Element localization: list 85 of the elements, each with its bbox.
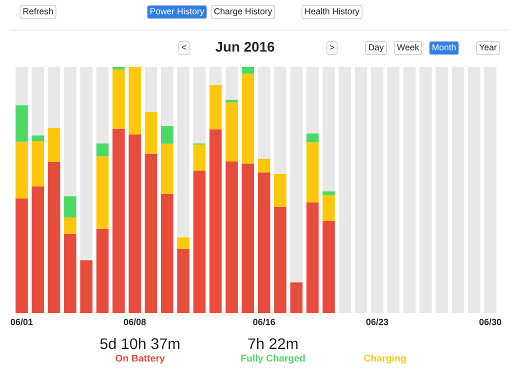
bar (226, 67, 238, 100)
x-tick-label: 06/08 (124, 318, 146, 326)
bar (160, 126, 174, 144)
bar (96, 144, 109, 156)
text: < (182, 45, 186, 50)
bar (16, 105, 28, 142)
bar (160, 67, 174, 126)
bar (16, 198, 28, 313)
bar (258, 158, 270, 173)
bar (64, 67, 76, 196)
bar (144, 112, 158, 154)
text: > (330, 45, 334, 50)
bar (64, 196, 76, 218)
bar (80, 260, 92, 313)
bar (274, 67, 286, 174)
bar (177, 249, 190, 313)
bar (48, 128, 60, 162)
bar (160, 194, 174, 313)
bar (306, 202, 319, 313)
bar (112, 128, 125, 313)
bar (226, 161, 238, 313)
bar (128, 67, 141, 134)
bar (306, 67, 319, 134)
bar (242, 67, 254, 74)
bar (80, 67, 92, 260)
bar (48, 67, 60, 128)
bar (306, 133, 319, 142)
text: On Battery (116, 354, 165, 364)
bar (290, 282, 303, 313)
bar (32, 141, 44, 187)
bar (48, 162, 60, 313)
bar (64, 234, 76, 313)
text: Health History (305, 8, 360, 16)
text: Charging (364, 354, 406, 364)
bar (32, 135, 44, 142)
bar (209, 129, 222, 313)
bar (322, 67, 335, 192)
bar (322, 220, 335, 313)
x-tick-label: 06/16 (253, 318, 276, 326)
text: Refresh (23, 8, 53, 14)
bar (16, 67, 28, 106)
text: 7h 22m (248, 338, 298, 349)
bar (64, 218, 76, 234)
bar (144, 154, 158, 313)
text: 5d 10h 37m (100, 338, 180, 350)
x-tick-label: 06/30 (479, 318, 502, 326)
bar (128, 134, 141, 313)
bar (274, 206, 286, 313)
chart-title: Jun 2016 (215, 42, 274, 52)
bar (177, 67, 190, 238)
bar (258, 67, 270, 159)
bar (32, 186, 44, 313)
bar (96, 156, 109, 229)
bar (306, 142, 319, 203)
bar (226, 100, 238, 102)
bar (96, 228, 109, 313)
x-tick-label: 06/23 (366, 318, 388, 326)
bar (160, 144, 174, 194)
text: Day (368, 44, 384, 52)
bar (242, 74, 254, 164)
bar (209, 84, 222, 130)
bar (32, 67, 44, 136)
bar (96, 67, 109, 144)
bar (193, 67, 206, 144)
bar (322, 191, 335, 196)
bar (226, 102, 238, 162)
bar (209, 67, 222, 85)
text: Charge History (214, 8, 272, 16)
bar (290, 67, 303, 282)
bar (112, 69, 125, 129)
bar (242, 164, 254, 313)
x-tick-label: 06/01 (10, 318, 33, 326)
text: Fully Charged (241, 354, 305, 364)
bar (322, 195, 335, 221)
text: Week (396, 44, 420, 50)
bar (16, 142, 28, 198)
text: Month (432, 44, 456, 50)
bar (144, 67, 158, 112)
text: Year (479, 44, 497, 50)
bar (258, 172, 270, 313)
bar (193, 170, 206, 313)
text: Power History (150, 8, 204, 16)
bar (274, 174, 286, 207)
bar (177, 237, 190, 250)
bar (193, 144, 206, 171)
